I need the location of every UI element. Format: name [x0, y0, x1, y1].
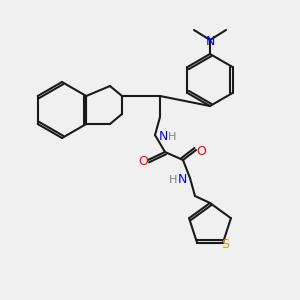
Text: O: O: [138, 155, 148, 168]
Text: N: N: [205, 35, 215, 48]
Text: O: O: [196, 145, 206, 158]
Text: N: N: [158, 130, 168, 143]
Text: S: S: [221, 238, 229, 251]
Text: H: H: [169, 175, 177, 185]
Text: H: H: [168, 132, 176, 142]
Text: N: N: [177, 173, 187, 186]
